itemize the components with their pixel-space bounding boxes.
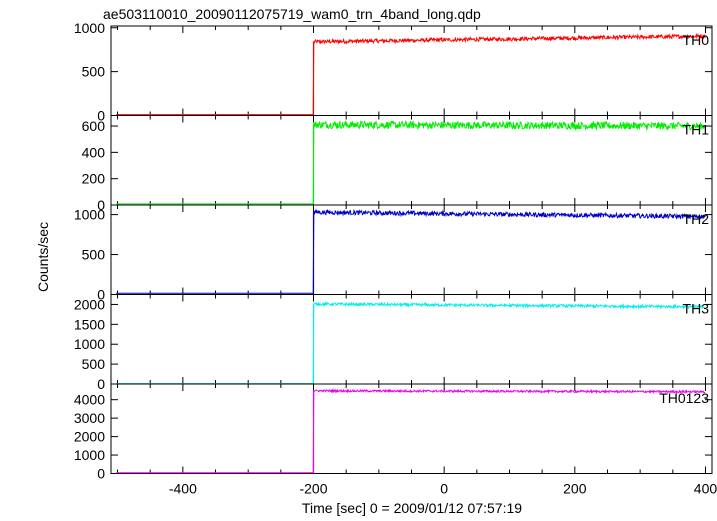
panel-th0123: 0 1000 2000 3000 4000 TH0123 <box>74 383 713 482</box>
series-line-th1 <box>116 119 706 205</box>
y-axis-label: Counts/sec <box>35 222 51 292</box>
panel-th0: 0 500 1000 TH0 <box>74 20 713 124</box>
panel-th2: 0 500 1000 TH2 <box>74 204 713 303</box>
y-tick-label-th1: 200 <box>82 171 106 187</box>
panel-frame-th0123 <box>110 383 713 474</box>
panels: 0 500 1000 TH0 0 200 400 600 TH1 0 500 1000 TH2 0 500 1… <box>74 20 717 497</box>
y-tick-label-th3: 2000 <box>74 296 105 312</box>
series-label-th0123: TH0123 <box>659 390 709 406</box>
y-tick-label-th3: 1500 <box>74 316 105 332</box>
y-tick-label-th3: 1000 <box>74 336 105 352</box>
y-tick-label-th2: 0 <box>97 287 105 303</box>
series-line-th3 <box>116 301 706 385</box>
panel-th3: 0 500 1000 1500 2000 TH3 <box>74 294 713 392</box>
series-line-th2 <box>116 208 706 294</box>
x-tick-label: 200 <box>563 481 587 497</box>
y-tick-label-th3: 500 <box>82 356 106 372</box>
y-tick-label-th1: 600 <box>82 118 106 134</box>
y-tick-label-th0123: 4000 <box>74 392 105 408</box>
y-tick-label-th0: 1000 <box>74 20 105 36</box>
x-tick-label: 400 <box>694 481 717 497</box>
series-line-th0 <box>116 32 706 116</box>
series-label-th3: TH3 <box>683 301 710 317</box>
y-tick-label-th1: 0 <box>97 197 105 213</box>
x-axis-label: Time [sec] 0 = 2009/01/12 07:57:19 <box>302 500 522 516</box>
chart-title: ae503110010_20090112075719_wam0_trn_4ban… <box>103 6 481 22</box>
y-tick-label-th2: 1000 <box>74 207 105 223</box>
x-tick-label: -400 <box>169 481 197 497</box>
y-tick-label-th0123: 3000 <box>74 410 105 426</box>
panel-frame-th3 <box>110 294 713 385</box>
series-label-th0: TH0 <box>683 32 710 48</box>
panel-frame-th2 <box>110 204 713 295</box>
y-tick-label-th0123: 2000 <box>74 429 105 445</box>
series-line-th0123 <box>116 388 706 474</box>
y-tick-label-th0: 0 <box>97 108 105 124</box>
y-tick-label-th3: 0 <box>97 376 105 392</box>
panel-th1: 0 200 400 600 TH1 <box>82 115 713 213</box>
y-tick-label-th1: 400 <box>82 144 106 160</box>
y-tick-label-th2: 500 <box>82 247 106 263</box>
y-tick-label-th0123: 0 <box>97 466 105 482</box>
y-tick-label-th0123: 1000 <box>74 447 105 463</box>
series-label-th2: TH2 <box>683 211 710 227</box>
y-tick-label-th0: 500 <box>82 64 106 80</box>
x-tick-label: 0 <box>440 481 448 497</box>
x-tick-label: -200 <box>299 481 327 497</box>
series-label-th1: TH1 <box>683 122 710 138</box>
